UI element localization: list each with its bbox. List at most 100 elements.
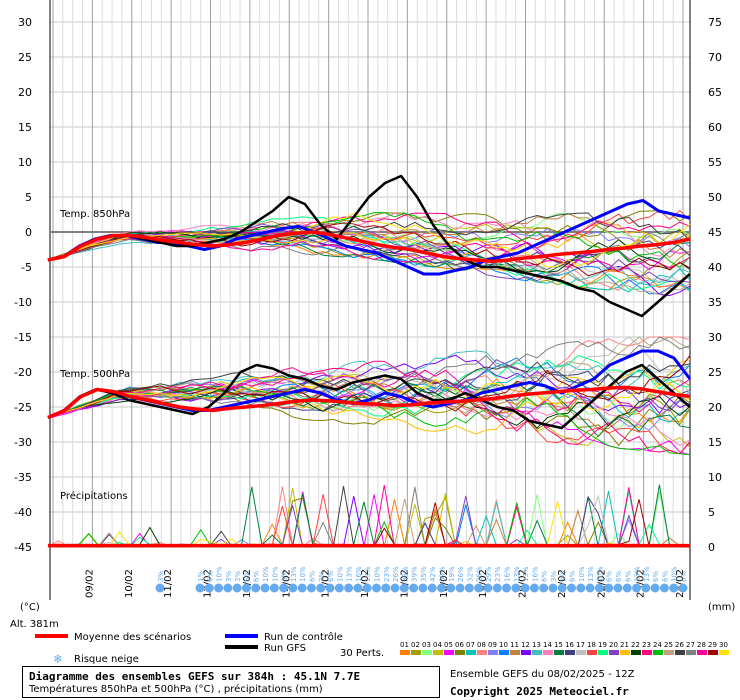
pert-legend-number: 11 [510, 641, 519, 649]
pert-legend-number: 17 [576, 641, 585, 649]
left-tick-label: -45 [14, 541, 32, 554]
snow-risk-marker [520, 583, 530, 593]
snow-risk-pct: 6% [206, 571, 214, 582]
date-tick-label: 18/02 [439, 569, 450, 598]
t500-mean-line [47, 385, 691, 420]
snowflake-icon: ❄ [53, 652, 62, 667]
snow-risk-marker [632, 583, 642, 593]
snow-risk-marker [241, 583, 251, 593]
left-tick-label: 20 [18, 86, 32, 99]
snow-risk-marker [474, 583, 484, 593]
pert-legend-number: 15 [554, 641, 563, 649]
snow-risk-pct: 6% [615, 571, 623, 582]
right-tick-label: 25 [708, 366, 722, 379]
pert-legend-swatch [521, 650, 531, 655]
snow-risk-pct: 6% [569, 571, 577, 582]
pert-legend: 01 02 03 04 05 06 07 08 09 10 11 12 13 14 15 16 17 18 19 20… [400, 641, 729, 655]
pert-line-precip [47, 486, 691, 548]
footer-subtitle: Températures 850hPa et 500hPa (°C) , pré… [29, 684, 323, 695]
snow-risk-marker [446, 583, 456, 593]
left-tick-label: 30 [18, 16, 32, 29]
pert-line-precip [47, 491, 691, 548]
pert-legend-swatch [719, 650, 729, 655]
pert-line-850 [47, 222, 691, 277]
date-tick-label: 13/02 [242, 569, 253, 598]
pert-legend-swatch [400, 650, 410, 655]
snow-risk-pct: 6% [661, 571, 669, 582]
snow-risk-marker [390, 583, 400, 593]
left-tick-label: 10 [18, 156, 32, 169]
pert-legend-swatch [620, 650, 630, 655]
snow-risk-pct: 6% [243, 571, 251, 582]
right-tick-label: 75 [708, 16, 722, 29]
pert-legend-swatch [642, 650, 652, 655]
pert-legend-number: 24 [653, 641, 662, 649]
pert-legend-number: 29 [708, 641, 717, 649]
footer-copyright: Copyright 2025 Meteociel.fr [450, 685, 629, 698]
snow-risk-marker [371, 583, 381, 593]
snow-risk-pct: 1% [197, 571, 205, 582]
pert-line-precip [47, 485, 691, 548]
snow-risk-marker [437, 583, 446, 593]
pert-legend-swatch [422, 650, 432, 655]
snow-risk-pct: 10% [336, 566, 344, 582]
pert-line-850 [47, 212, 691, 261]
right-tick-label: 30 [708, 331, 722, 344]
pert-legend-number: 02 [411, 641, 420, 649]
snow-risk-marker [362, 583, 372, 593]
snow-risk-pct: 26% [392, 566, 400, 582]
pert-line-500 [47, 374, 691, 418]
left-tick-label: 25 [18, 51, 32, 64]
legend-control-label: Run de contrôle [264, 631, 343, 643]
pert-legend-swatch [576, 650, 586, 655]
snow-risk-marker [409, 583, 419, 593]
pert-legend-number: 28 [697, 641, 706, 649]
left-tick-label: -15 [14, 331, 32, 344]
snow-risk-pct: 13% [290, 566, 298, 582]
pert-legend-number: 27 [686, 641, 695, 649]
pert-legend-number: 08 [477, 641, 486, 649]
right-tick-label: 50 [708, 191, 722, 204]
footer-title-box: Diagramme des ensembles GEFS sur 384h : … [22, 666, 440, 698]
snow-risk-row: 3% 1% 6% 10% 3% 3% 6% 6% 10% 10% 3% 13% 10% 6% 3% 6% 10%… [155, 566, 688, 593]
snow-risk-pct: 6% [308, 571, 316, 582]
snow-risk-pct: 13% [346, 566, 354, 582]
snow-risk-marker [678, 583, 688, 593]
pert-legend-number: 30 [719, 641, 728, 649]
pert-legend-swatch [609, 650, 619, 655]
pert-legend-number: 12 [521, 641, 530, 649]
snow-risk-marker [567, 583, 577, 593]
snow-risk-marker [659, 583, 669, 593]
snow-risk-marker [232, 583, 242, 593]
snow-risk-pct: 16% [504, 566, 512, 582]
snow-risk-pct: 3% [234, 571, 242, 582]
snow-risk-marker [269, 583, 279, 593]
date-tick-label: 09/02 [84, 569, 95, 598]
snow-risk-marker [455, 583, 465, 593]
snow-risk-pct: 16% [355, 566, 363, 582]
snow-risk-pct: 39% [411, 566, 419, 582]
snow-risk-pct: 6% [541, 571, 549, 582]
footer-run: Ensemble GEFS du 08/02/2025 - 12Z [450, 669, 635, 680]
pert-legend-swatch [433, 650, 443, 655]
pert-legend-number: 01 [400, 641, 409, 649]
snow-risk-marker [529, 583, 539, 593]
pert-legend-swatch [686, 650, 696, 655]
right-tick-label: 55 [708, 156, 722, 169]
pert-legend-number: 14 [543, 641, 552, 649]
pert-legend-number: 07 [466, 641, 475, 649]
pert-line-precip [47, 486, 691, 548]
snow-risk-pct: 6% [680, 571, 688, 582]
snow-risk-marker [539, 583, 549, 593]
right-tick-label: 40 [708, 261, 722, 274]
pert-legend-swatch [444, 650, 454, 655]
snow-risk-marker [325, 583, 335, 593]
pert-legend-swatch [477, 650, 487, 655]
pert-line-500 [47, 367, 691, 419]
left-tick-label: -30 [14, 436, 32, 449]
date-tick-label: 24/02 [675, 569, 686, 598]
pert-legend-swatch [598, 650, 608, 655]
snow-risk-pct: 16% [531, 566, 539, 582]
snow-risk-pct: 13% [587, 566, 595, 582]
left-tick-label: -5 [21, 261, 32, 274]
